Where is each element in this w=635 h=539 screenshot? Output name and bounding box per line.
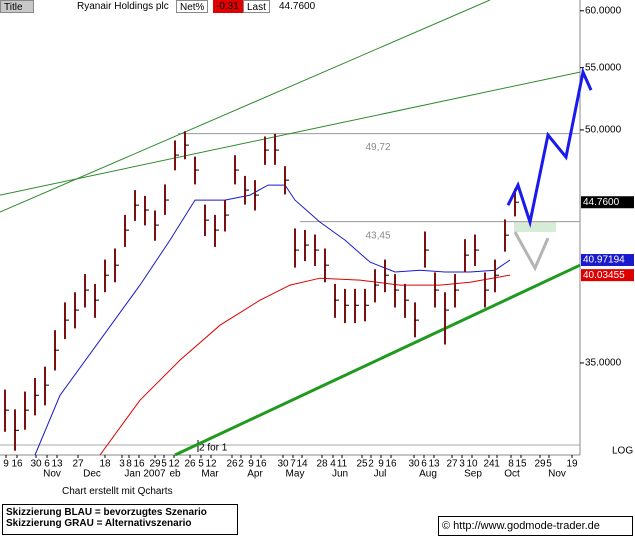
moving-average <box>34 184 511 456</box>
x-tick-label: 6 <box>44 459 50 470</box>
month-label: eb <box>169 469 181 480</box>
plot-area <box>0 0 580 455</box>
price-tag <box>581 269 634 282</box>
price-tag <box>581 196 634 209</box>
month-label: Mar <box>201 469 219 480</box>
scale-label: LOG <box>612 446 633 457</box>
net-label: Net% <box>176 0 209 13</box>
trendline <box>0 0 491 213</box>
x-tick-label: 16 <box>385 459 397 470</box>
x-tick-label: 3 <box>119 459 125 470</box>
highlight <box>514 222 556 232</box>
x-tick-label: 3 <box>459 459 465 470</box>
x-tick-label: 12 <box>168 459 180 470</box>
month-label: Aug <box>419 469 437 480</box>
last-value: 44.7600 <box>276 0 319 13</box>
x-tick-label: 25 <box>356 459 368 470</box>
x-tick-label: 30 <box>408 459 420 470</box>
x-tick-label: 27 <box>446 459 458 470</box>
month-label: Jan 2007 <box>124 469 166 480</box>
price-tag <box>581 254 634 267</box>
x-tick-label: 1 <box>494 459 500 470</box>
y-tick-label: 35.0000 <box>585 358 622 369</box>
x-tick-label: 26 <box>184 459 196 470</box>
y-tick-label: 55.0000 <box>585 62 622 73</box>
x-tick-label: 9 <box>3 459 9 470</box>
month-label: Sep <box>464 469 482 480</box>
last-label: Last <box>243 0 270 13</box>
x-tick-label: 10 <box>466 459 478 470</box>
trendline <box>0 71 581 196</box>
x-tick-label: 7 <box>290 459 296 470</box>
x-tick-label: 19 <box>566 459 578 470</box>
copyright[interactable]: © http://www.godmode-trader.de <box>438 516 633 536</box>
x-tick-label: 14 <box>296 459 308 470</box>
month-label: Apr <box>247 469 263 480</box>
month-label: Jul <box>374 469 387 480</box>
x-tick-label: 27 <box>72 459 84 470</box>
x-tick-label: 6 <box>421 459 427 470</box>
y-tick-label: 60.0000 <box>585 5 622 16</box>
price-tag-label: 40.03455 <box>583 270 625 281</box>
instrument-name: Ryanair Holdings plc <box>74 0 172 13</box>
event-label: 2 for 1 <box>199 443 228 454</box>
x-tick-label: 28 <box>316 459 328 470</box>
x-tick-label: 13 <box>428 459 440 470</box>
x-tick-label: 2 <box>368 459 374 470</box>
level-label: 49,72 <box>365 142 390 153</box>
x-tick-label: 26 <box>226 459 238 470</box>
x-tick-label: 18 <box>99 459 111 470</box>
x-tick-label: 13 <box>51 459 63 470</box>
x-tick-label: 4 <box>330 459 336 470</box>
month-label: Dec <box>83 469 101 480</box>
y-tick-label: 50.0000 <box>585 125 622 136</box>
net-value: -0.31 <box>213 0 243 13</box>
credit: Chart erstellt mit Qcharts <box>62 486 173 497</box>
x-tick-label: 5 <box>161 459 167 470</box>
x-tick-label: 5 <box>546 459 552 470</box>
legend-text: Skizzierung GRAU = Alternativszenario <box>6 518 192 529</box>
level-label: 43,45 <box>365 230 390 241</box>
month-label: Jun <box>332 469 348 480</box>
month-label: May <box>286 469 305 480</box>
x-tick-label: 5 <box>198 459 204 470</box>
x-tick-label: 16 <box>255 459 267 470</box>
x-tick-label: 8 <box>126 459 132 470</box>
month-label: Nov <box>43 469 61 480</box>
moving-average <box>99 274 511 456</box>
trendline <box>174 263 581 457</box>
month-label: Nov <box>548 469 566 480</box>
x-tick-label: 15 <box>515 459 527 470</box>
x-tick-label: 29 <box>534 459 546 470</box>
title-tab: Title <box>0 0 34 13</box>
price-tag-label: 40.97194 <box>583 255 625 266</box>
x-tick-label: 9 <box>248 459 254 470</box>
x-tick-label: 24 <box>483 459 495 470</box>
x-tick-label: 12 <box>205 459 217 470</box>
legend-text: Skizzierung BLAU = bevorzugtes Szenario <box>6 507 207 518</box>
legend-box: Skizzierung BLAU = bevorzugtes Szenario … <box>2 504 238 535</box>
x-tick-label: 30 <box>30 459 42 470</box>
x-tick-label: 16 <box>133 459 145 470</box>
price-tag-label: 44.7600 <box>583 197 620 208</box>
x-tick-label: 9 <box>378 459 384 470</box>
x-tick-label: 2 <box>238 459 244 470</box>
x-tick-label: 30 <box>277 459 289 470</box>
projection <box>513 231 550 272</box>
projection <box>506 67 593 228</box>
x-tick-label: 8 <box>508 459 514 470</box>
x-tick-label: 29 <box>149 459 161 470</box>
x-tick-label: 16 <box>11 459 23 470</box>
x-tick-label: 11 <box>337 459 348 470</box>
month-label: Oct <box>504 469 520 480</box>
